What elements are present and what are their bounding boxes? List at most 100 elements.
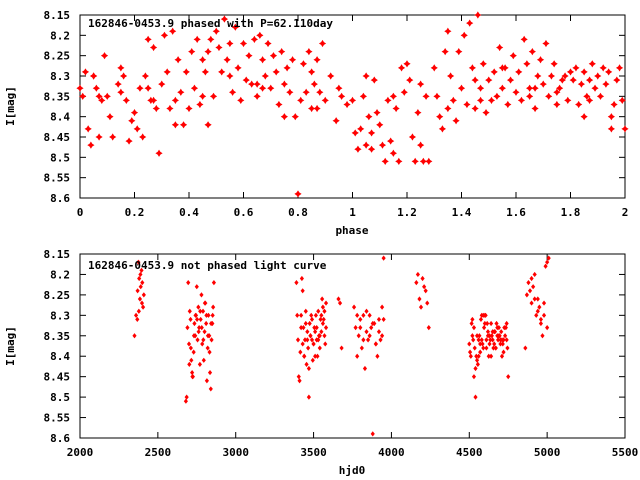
data-point (313, 312, 318, 318)
data-point (397, 64, 406, 72)
data-point (481, 325, 487, 331)
data-point (425, 157, 433, 165)
data-point (468, 353, 473, 359)
chart-title: 162846-0453.9 not phased light curve (88, 259, 327, 272)
data-point (220, 15, 229, 23)
data-point (305, 329, 310, 335)
data-point (204, 378, 209, 384)
data-point (311, 341, 316, 347)
data-point (195, 337, 200, 343)
data-point (376, 121, 384, 129)
data-point (258, 84, 267, 92)
data-point (463, 100, 471, 109)
data-point (493, 345, 498, 351)
data-point (306, 345, 311, 351)
data-point (476, 337, 481, 343)
data-point (566, 68, 575, 76)
data-point (436, 113, 444, 121)
data-point (487, 341, 492, 347)
data-point (553, 88, 561, 96)
data-point (152, 104, 160, 113)
data-point (449, 96, 457, 104)
data-point (400, 88, 408, 96)
x-tick-label: 0 (77, 206, 84, 219)
data-point (171, 96, 179, 104)
data-point (114, 80, 122, 88)
x-tick-label: 0.4 (179, 206, 199, 219)
plot-frame (79, 253, 626, 439)
y-tick-label: 8.6 (50, 432, 70, 445)
data-point (149, 43, 158, 52)
data-point (575, 100, 583, 109)
data-point (380, 333, 385, 339)
data-point (594, 72, 602, 80)
data-point (447, 72, 455, 80)
x-tick-label: 4000 (378, 446, 405, 459)
y-tick-label: 8.55 (44, 412, 71, 425)
data-point (471, 325, 477, 331)
data-point (269, 52, 278, 60)
data-point (501, 349, 506, 355)
data-point (196, 304, 201, 310)
data-point (291, 113, 299, 121)
data-point (370, 320, 375, 327)
data-point (305, 48, 313, 56)
x-tick-label: 0.2 (125, 206, 145, 219)
data-point (529, 275, 534, 282)
data-point (489, 333, 494, 339)
data-point (312, 325, 317, 331)
data-point (497, 333, 502, 339)
y-tick-label: 8.4 (50, 111, 70, 124)
data-point (473, 394, 478, 400)
data-point (381, 255, 386, 261)
data-point (294, 280, 299, 286)
data-point (190, 84, 199, 92)
data-point (487, 96, 496, 104)
data-point (133, 312, 139, 318)
data-point (338, 92, 346, 100)
data-point (503, 333, 508, 339)
data-point (364, 308, 369, 314)
data-point (155, 149, 163, 157)
data-point (406, 76, 414, 84)
data-point (192, 320, 197, 327)
data-point (136, 308, 141, 314)
data-point (370, 431, 375, 437)
data-point (300, 341, 305, 347)
x-tick-label: 1 (349, 206, 356, 219)
data-point (310, 357, 315, 363)
data-point (106, 113, 114, 121)
data-point (239, 39, 248, 48)
data-point (253, 80, 261, 88)
data-point (588, 60, 596, 68)
data-point (209, 337, 214, 343)
data-point (481, 312, 486, 318)
data-points (76, 11, 629, 198)
data-point (229, 88, 237, 96)
data-point (419, 157, 427, 165)
data-point (496, 337, 501, 343)
data-point (485, 329, 491, 335)
data-point (476, 84, 485, 92)
data-point (185, 104, 193, 113)
data-point (215, 43, 223, 52)
data-point (351, 129, 359, 137)
data-point (272, 68, 280, 76)
data-point (605, 68, 613, 76)
data-point (302, 353, 307, 359)
data-point (186, 280, 191, 286)
data-point (226, 72, 234, 80)
data-point (211, 304, 216, 310)
data-point (184, 394, 189, 400)
data-point (452, 117, 460, 125)
data-point (301, 325, 306, 331)
data-point (323, 341, 328, 347)
data-point (322, 333, 327, 339)
data-point (205, 333, 211, 339)
data-point (362, 365, 368, 372)
data-point (506, 374, 511, 380)
x-tick-label: 1.4 (452, 206, 472, 219)
data-point (275, 100, 283, 109)
data-point (362, 141, 370, 149)
